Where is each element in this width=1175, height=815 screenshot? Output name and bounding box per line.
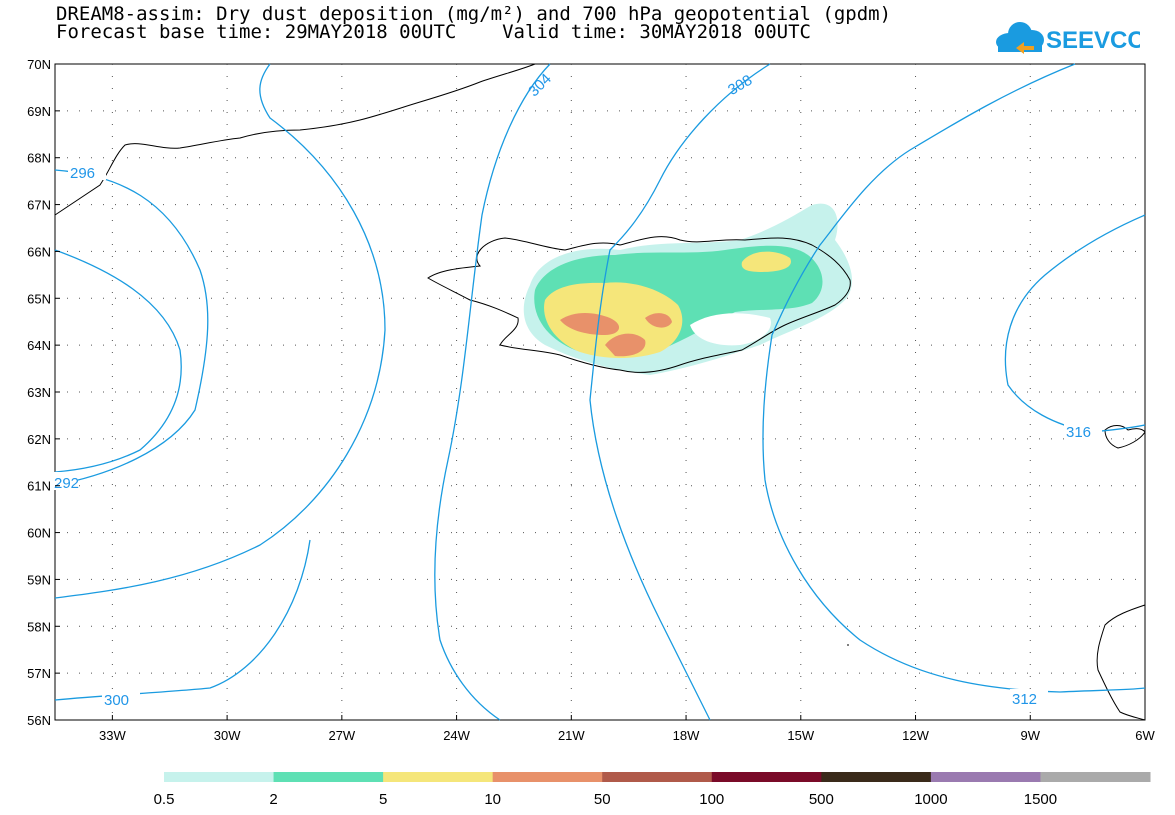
lat-label: 65N bbox=[27, 291, 51, 306]
lat-label: 66N bbox=[27, 244, 51, 259]
lat-label: 62N bbox=[27, 432, 51, 447]
legend-swatch bbox=[821, 772, 932, 782]
contour-300 bbox=[54, 63, 386, 599]
contour-label-304: 304 bbox=[525, 70, 555, 100]
lat-label: 68N bbox=[27, 151, 51, 166]
lon-label: 33W bbox=[99, 728, 126, 743]
lon-label: 27W bbox=[328, 728, 355, 743]
legend-label: 1500 bbox=[1024, 791, 1057, 808]
contour-label-316: 316 bbox=[1066, 424, 1091, 441]
contour-308 bbox=[589, 63, 771, 721]
logo-text: SEEVCCC bbox=[1046, 27, 1140, 54]
lon-label: 12W bbox=[902, 728, 929, 743]
coastlines bbox=[54, 63, 1146, 721]
lat-label: 67N bbox=[27, 198, 51, 213]
color-legend: 0.5 2 5 10 50 100 500 1000 1500 bbox=[154, 772, 1151, 808]
seevccc-logo: SEEVCCC bbox=[996, 22, 1140, 54]
lat-label: 56N bbox=[27, 713, 51, 728]
contour-label-308: 308 bbox=[725, 72, 755, 99]
geopotential-contours bbox=[54, 63, 1146, 721]
contour-labels: 296 292 300 304 308 316 312 bbox=[52, 70, 1102, 709]
legend-swatch bbox=[492, 772, 603, 782]
contour-296 bbox=[54, 169, 209, 486]
contour-label-bg-312 bbox=[1010, 689, 1048, 707]
legend-swatch bbox=[602, 772, 713, 782]
legend-label: 2 bbox=[269, 791, 277, 808]
lon-label: 21W bbox=[558, 728, 585, 743]
contour-label-300: 300 bbox=[104, 692, 129, 709]
dust-gap bbox=[690, 313, 771, 346]
lat-label: 70N bbox=[27, 57, 51, 72]
legend-label: 50 bbox=[594, 791, 611, 808]
legend-swatch bbox=[1040, 772, 1151, 782]
legend-label: 500 bbox=[809, 791, 834, 808]
lat-label: 61N bbox=[27, 479, 51, 494]
contour-304 bbox=[434, 63, 551, 721]
legend-label: 100 bbox=[699, 791, 724, 808]
contour-label-292: 292 bbox=[54, 475, 79, 492]
contour-label-312: 312 bbox=[1012, 691, 1037, 708]
graticule bbox=[55, 64, 1145, 720]
dust-level-10-c bbox=[645, 313, 672, 328]
legend-label: 5 bbox=[379, 791, 387, 808]
lat-label: 57N bbox=[27, 666, 51, 681]
lon-label: 6W bbox=[1135, 728, 1155, 743]
legend-swatch bbox=[711, 772, 822, 782]
lon-label: 18W bbox=[673, 728, 700, 743]
lat-label: 60N bbox=[27, 526, 51, 541]
dust-deposition-fill bbox=[523, 203, 853, 375]
legend-label: 10 bbox=[484, 791, 501, 808]
lat-label: 59N bbox=[27, 572, 51, 587]
legend-label: 0.5 bbox=[154, 791, 175, 808]
contour-292 bbox=[54, 249, 182, 473]
title-line-1: DREAM8-assim: Dry dust deposition (mg/m²… bbox=[56, 3, 892, 25]
title-line-2: Forecast base time: 29MAY2018 00UTC Vali… bbox=[56, 21, 811, 43]
lat-label: 58N bbox=[27, 619, 51, 634]
map-frame bbox=[54, 63, 1146, 721]
lat-label: 64N bbox=[27, 338, 51, 353]
faroe-islands bbox=[1104, 425, 1146, 449]
scotland-coastline bbox=[1096, 604, 1146, 721]
contour-label-bg-300 bbox=[102, 689, 140, 707]
legend-swatch bbox=[164, 772, 275, 782]
greenland-coastline bbox=[54, 63, 536, 216]
iceland-coastline bbox=[427, 236, 851, 373]
legend-label: 1000 bbox=[914, 791, 947, 808]
dust-level-10-a bbox=[560, 313, 620, 335]
legend-swatch bbox=[930, 772, 1041, 782]
legend-swatch bbox=[383, 772, 494, 782]
dust-level-5-east bbox=[741, 251, 791, 272]
lon-label: 30W bbox=[214, 728, 241, 743]
lon-label: 15W bbox=[787, 728, 814, 743]
lat-label: 63N bbox=[27, 385, 51, 400]
contour-label-bg-296 bbox=[68, 162, 106, 180]
latitude-labels: 70N 69N 68N 67N 66N 65N 64N 63N 62N 61N 60N 59N 58N 5… bbox=[27, 57, 60, 728]
contour-312 bbox=[762, 63, 1146, 693]
contour-label-296: 296 bbox=[70, 165, 95, 182]
lat-label: 69N bbox=[27, 104, 51, 119]
legend-swatch bbox=[273, 772, 384, 782]
dust-level-10-b bbox=[605, 333, 646, 357]
longitude-labels: 33W 30W 27W 24W 21W 18W 15W 12W 9W 6W bbox=[99, 715, 1155, 743]
contour-300-b bbox=[54, 539, 311, 701]
lon-label: 24W bbox=[443, 728, 470, 743]
contour-label-bg-316 bbox=[1064, 422, 1102, 440]
cloud-logo-icon bbox=[996, 22, 1044, 54]
contour-316 bbox=[1004, 214, 1146, 433]
lon-label: 9W bbox=[1021, 728, 1041, 743]
